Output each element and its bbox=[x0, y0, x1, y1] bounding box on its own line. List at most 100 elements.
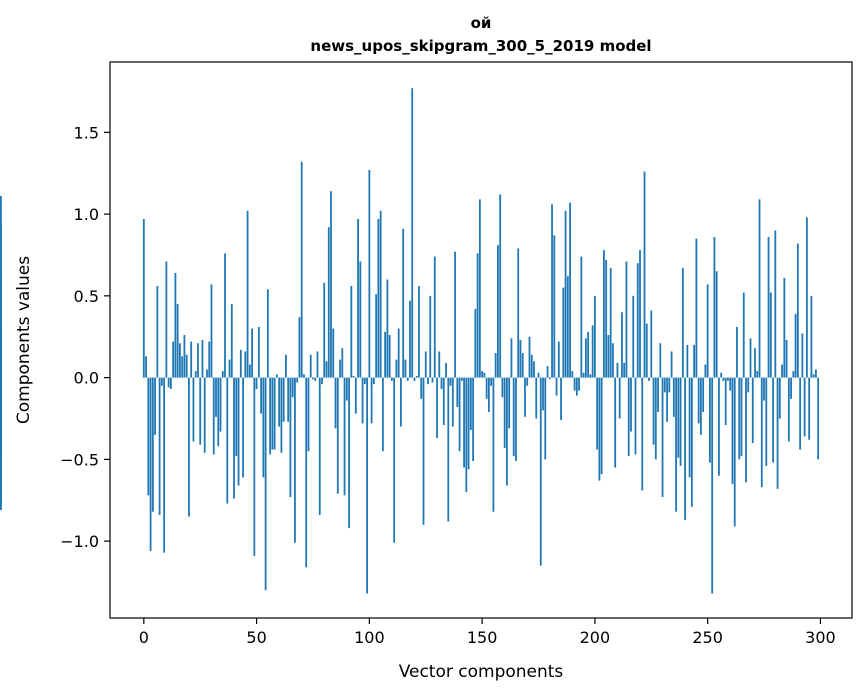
bar-249 bbox=[704, 364, 707, 378]
bar-125 bbox=[424, 351, 427, 378]
bar-134 bbox=[445, 362, 447, 378]
bar-286 bbox=[787, 377, 790, 442]
bar-1 bbox=[145, 356, 147, 378]
bar-202 bbox=[598, 377, 601, 481]
bar-258 bbox=[724, 377, 727, 426]
bar-166 bbox=[517, 248, 520, 378]
bar-244 bbox=[693, 344, 696, 378]
bar-223 bbox=[645, 323, 648, 378]
bar-193 bbox=[578, 377, 580, 391]
bar-135 bbox=[447, 377, 450, 522]
bar-62 bbox=[282, 377, 285, 422]
bar-90 bbox=[345, 377, 348, 401]
bar-21 bbox=[190, 341, 193, 378]
bar-29 bbox=[208, 341, 211, 378]
bar-139 bbox=[456, 377, 459, 408]
bar-77 bbox=[316, 351, 319, 378]
bar-282 bbox=[778, 377, 781, 419]
bar-68 bbox=[296, 377, 299, 383]
bar-211 bbox=[618, 377, 621, 419]
bar-260 bbox=[729, 377, 732, 391]
bar-52 bbox=[260, 377, 262, 414]
x-tick-label: 150 bbox=[467, 628, 498, 647]
bar-55 bbox=[266, 289, 269, 378]
bar-160 bbox=[503, 377, 506, 448]
bar-281 bbox=[776, 377, 779, 489]
bar-209 bbox=[614, 377, 617, 468]
bar-92 bbox=[350, 286, 353, 378]
bar-196 bbox=[584, 338, 587, 378]
bar-210 bbox=[616, 362, 619, 378]
bar-206 bbox=[607, 335, 610, 378]
bar-151 bbox=[483, 372, 486, 378]
bar-121 bbox=[415, 375, 418, 378]
bar-145 bbox=[469, 377, 472, 430]
bar-243 bbox=[690, 377, 693, 507]
bar-155 bbox=[492, 377, 495, 512]
bar-47 bbox=[248, 364, 251, 378]
bar-162 bbox=[508, 377, 511, 429]
bar-288 bbox=[792, 371, 795, 378]
bar-114 bbox=[400, 377, 402, 427]
bar-204 bbox=[603, 250, 605, 378]
bar-184 bbox=[557, 341, 560, 378]
bar-126 bbox=[427, 377, 429, 385]
bar-42 bbox=[237, 377, 240, 486]
bar-22 bbox=[192, 377, 195, 442]
bar-238 bbox=[679, 377, 682, 466]
bar-247 bbox=[699, 377, 702, 435]
bar-19 bbox=[185, 354, 188, 378]
bar-89 bbox=[343, 377, 346, 496]
bar-73 bbox=[307, 377, 310, 452]
bar-15 bbox=[176, 304, 179, 378]
bar-44 bbox=[242, 377, 244, 478]
bar-undefined bbox=[0, 336, 2, 378]
bar-7 bbox=[158, 377, 161, 515]
bar-259 bbox=[727, 377, 729, 381]
bar-132 bbox=[440, 377, 443, 390]
bar-120 bbox=[413, 377, 416, 381]
bar-233 bbox=[668, 377, 671, 393]
bar-110 bbox=[391, 377, 393, 381]
bar-31 bbox=[212, 377, 215, 455]
bar-4 bbox=[151, 377, 154, 512]
bar-158 bbox=[499, 194, 502, 378]
bar-32 bbox=[215, 377, 217, 417]
bar-180 bbox=[548, 377, 551, 380]
bar-219 bbox=[636, 263, 639, 378]
bar-51 bbox=[257, 326, 260, 378]
bar-18 bbox=[183, 335, 186, 378]
bar-205 bbox=[605, 259, 608, 378]
bar-107 bbox=[384, 331, 387, 378]
bar-3 bbox=[149, 377, 152, 551]
bar-287 bbox=[790, 377, 792, 399]
bar-254 bbox=[715, 271, 718, 378]
bar-194 bbox=[580, 256, 583, 378]
bar-255 bbox=[718, 377, 720, 476]
bar-185 bbox=[560, 377, 562, 421]
bar-79 bbox=[321, 377, 323, 385]
bar-58 bbox=[273, 377, 276, 450]
bar-237 bbox=[677, 377, 680, 458]
bar-49 bbox=[253, 377, 256, 556]
bar-111 bbox=[393, 377, 396, 543]
bar-122 bbox=[418, 286, 420, 378]
bar-278 bbox=[769, 292, 772, 378]
bar-116 bbox=[404, 359, 407, 378]
bar-38 bbox=[228, 359, 231, 378]
bar-86 bbox=[336, 377, 339, 494]
bar-203 bbox=[600, 377, 603, 475]
bar-56 bbox=[269, 377, 272, 455]
bar-25 bbox=[199, 377, 202, 445]
y-tick-label: 1.0 bbox=[74, 205, 99, 224]
bar-81 bbox=[325, 361, 328, 378]
bar-87 bbox=[339, 359, 341, 378]
bar-208 bbox=[612, 343, 614, 378]
bar-undefined bbox=[0, 377, 2, 437]
bar-137 bbox=[451, 377, 454, 427]
bar-130 bbox=[436, 377, 438, 439]
bar-230 bbox=[661, 377, 664, 497]
bar-226 bbox=[652, 377, 655, 445]
bar-98 bbox=[363, 377, 366, 385]
bar-66 bbox=[291, 377, 294, 398]
